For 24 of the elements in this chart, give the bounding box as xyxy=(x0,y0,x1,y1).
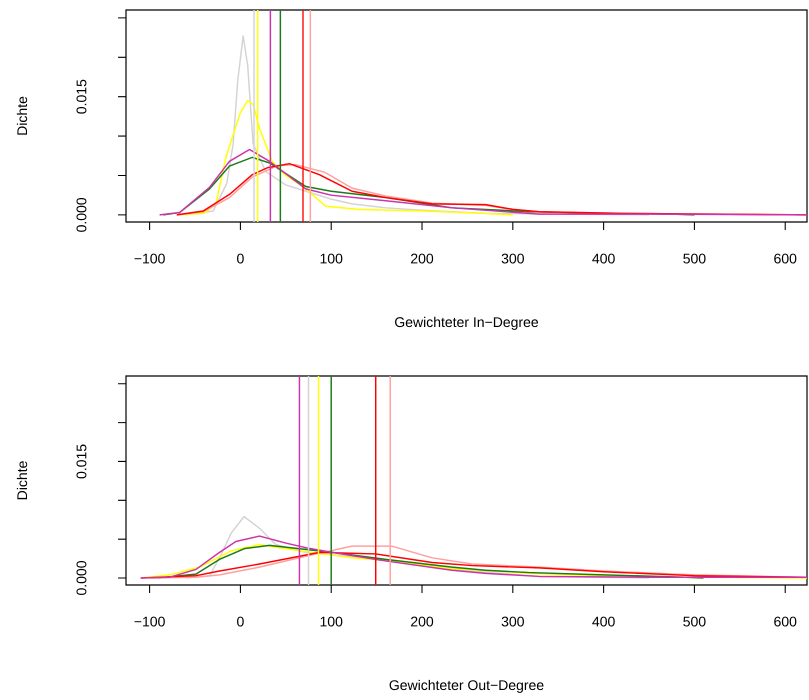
x-tick-label: 0 xyxy=(237,616,244,627)
x-axis-title: Gewichteter In−Degree xyxy=(395,316,538,330)
x-tick-label: −100 xyxy=(134,254,165,264)
y-axis-title: Dichte xyxy=(16,461,28,500)
x-tick-label: −100 xyxy=(134,616,165,627)
y-tick-label: 0.000 xyxy=(76,561,86,595)
x-tick-label: 500 xyxy=(683,616,706,627)
x-tick-label: 100 xyxy=(320,616,342,627)
x-tick-label: 0 xyxy=(237,254,244,264)
x-tick-label: 400 xyxy=(592,616,615,627)
y-axis-title: Dichte xyxy=(16,96,28,135)
y-tick-label: 0.015 xyxy=(76,444,86,478)
x-tick-label: 400 xyxy=(592,254,615,264)
x-axis-title: Gewichteter Out−Degree xyxy=(390,680,544,693)
y-tick-label: 0.015 xyxy=(76,80,86,114)
x-tick-label: 300 xyxy=(502,616,524,627)
x-tick-label: 600 xyxy=(774,616,796,627)
x-tick-label: 200 xyxy=(411,616,434,627)
y-tick-label: 0.000 xyxy=(76,198,86,232)
x-tick-label: 500 xyxy=(683,254,706,264)
x-tick-label: 100 xyxy=(320,254,342,264)
x-tick-label: 600 xyxy=(774,254,796,264)
x-tick-label: 200 xyxy=(411,254,434,264)
x-tick-label: 300 xyxy=(502,254,524,264)
